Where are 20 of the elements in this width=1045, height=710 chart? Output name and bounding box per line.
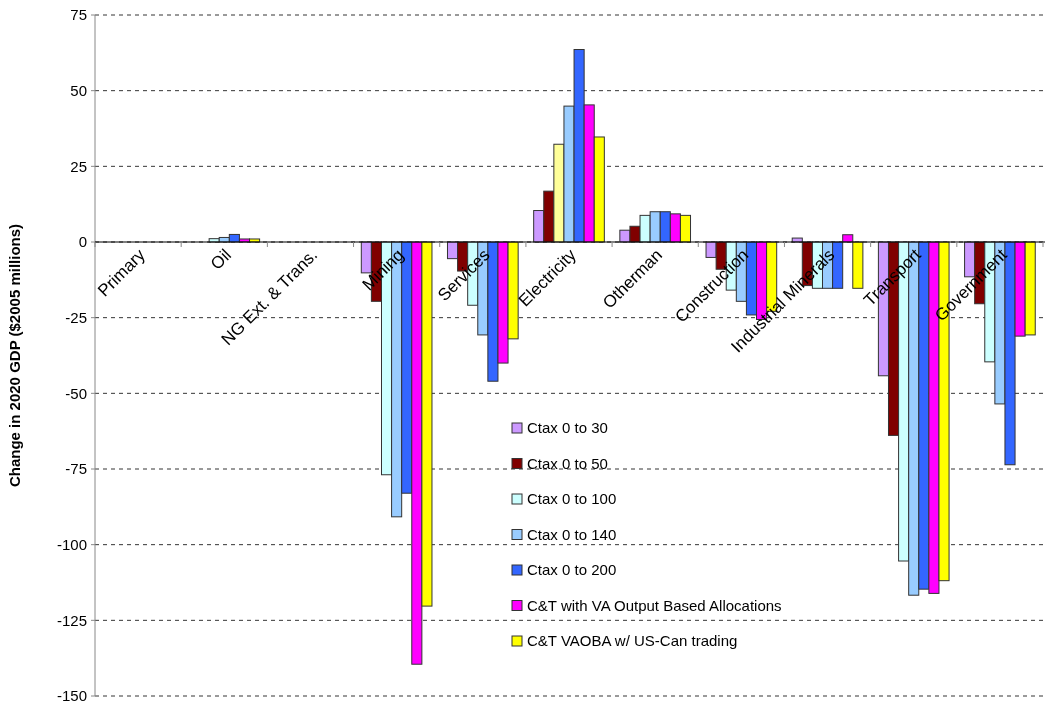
- y-tick-label: -150: [56, 687, 87, 705]
- y-tick-label: 0: [78, 233, 87, 251]
- y-tick-label: -75: [65, 460, 87, 478]
- y-tick-label: -50: [65, 384, 87, 402]
- legend-label: C&T with VA Output Based Allocations: [527, 596, 782, 614]
- y-tick-label: 25: [70, 157, 87, 175]
- legend-label: Ctax 0 to 50: [527, 454, 608, 472]
- bar: [852, 241, 864, 289]
- legend-label: Ctax 0 to 30: [527, 419, 608, 437]
- y-tick-label: -25: [65, 308, 87, 326]
- legend-label: Ctax 0 to 140: [527, 525, 617, 543]
- x-tick-label: Oil: [206, 245, 236, 274]
- y-tick-label: 50: [70, 81, 87, 99]
- y-tick-label: -125: [56, 611, 87, 629]
- legend-label: Ctax 0 to 200: [527, 561, 617, 579]
- legend-label: Ctax 0 to 100: [527, 490, 617, 508]
- y-tick-label: -100: [56, 535, 87, 553]
- legend-label: C&T VAOBA w/ US-Can trading: [527, 632, 738, 650]
- y-axis-title: Change in 2020 GDP ($2005 millions): [6, 223, 23, 488]
- y-tick-label: 75: [70, 6, 87, 24]
